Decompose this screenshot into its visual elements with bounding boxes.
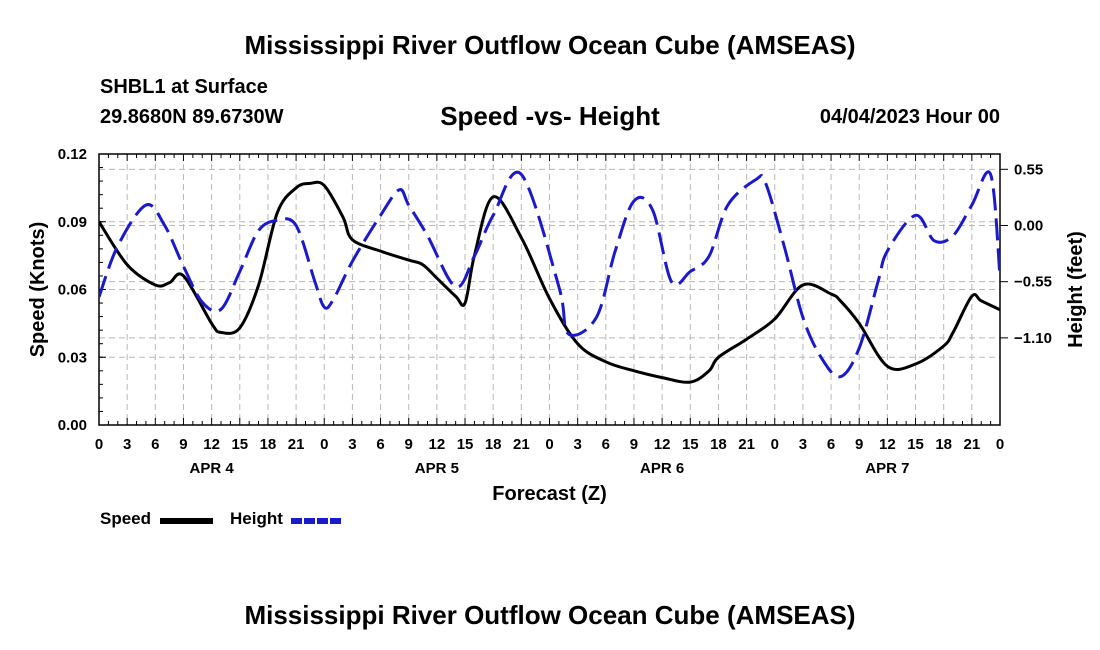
y-tick-label: 0.03 <box>58 349 87 366</box>
x-tick-label: 12 <box>879 436 896 453</box>
y2-axis-title: Height (feet) <box>1065 231 1087 348</box>
y-axis-title: Speed (Knots) <box>27 222 49 358</box>
x-tick-label: 15 <box>231 436 248 453</box>
x-tick-label: 21 <box>288 436 305 453</box>
x-tick-label: 6 <box>827 436 835 453</box>
x-tick-label: 9 <box>855 436 863 453</box>
x-tick-label: 18 <box>260 436 277 453</box>
x-tick-label: 18 <box>710 436 727 453</box>
x-tick-label: 12 <box>429 436 446 453</box>
station-label: SHBL1 at Surface <box>100 76 268 98</box>
station-coordinates: 29.8680N 89.6730W <box>100 106 284 128</box>
y2-tick-label: −1.10 <box>1014 330 1052 347</box>
x-tick-label: 0 <box>996 436 1004 453</box>
x-tick-label: 18 <box>935 436 952 453</box>
x-tick-label: 0 <box>545 436 553 453</box>
x-tick-label: 12 <box>654 436 671 453</box>
x-axis-title: Forecast (Z) <box>492 483 606 505</box>
x-tick-label: 6 <box>602 436 610 453</box>
x-tick-label: 3 <box>799 436 807 453</box>
y-tick-label: 0.00 <box>58 417 87 434</box>
chart-subtitle: Speed -vs- Height <box>440 101 660 131</box>
x-day-label: APR 7 <box>865 460 909 477</box>
legend-height-label: Height <box>230 509 283 528</box>
y2-tick-label: 0.55 <box>1014 161 1043 178</box>
y-tick-label: 0.06 <box>58 282 87 299</box>
legend-height-swatch <box>291 518 343 524</box>
x-tick-label: 3 <box>123 436 131 453</box>
x-tick-label: 9 <box>630 436 638 453</box>
y-tick-label: 0.09 <box>58 214 87 231</box>
x-tick-label: 3 <box>573 436 581 453</box>
x-tick-label: 21 <box>964 436 981 453</box>
series-line-speed <box>99 180 1000 384</box>
x-tick-label: 15 <box>457 436 474 453</box>
axis-labels: 0 3 6 9 12 15 18 21 0 3 6 9 12 15 18 21 0 3 6 9 12 15 18 21 0 3 6 9… <box>27 146 1087 505</box>
legend-speed-swatch <box>160 518 213 524</box>
chart-title: Mississippi River Outflow Ocean Cube (AM… <box>244 30 856 60</box>
y2-tick-label: −0.55 <box>1014 274 1052 291</box>
x-tick-label: 9 <box>405 436 413 453</box>
y2-tick-label: 0.00 <box>1014 218 1043 235</box>
x-tick-label: 6 <box>376 436 384 453</box>
x-tick-label: 0 <box>771 436 779 453</box>
y-tick-label: 0.12 <box>58 146 87 163</box>
x-tick-label: 15 <box>907 436 924 453</box>
plot-series <box>99 170 1000 384</box>
x-tick-label: 21 <box>513 436 530 453</box>
x-tick-label: 21 <box>738 436 755 453</box>
x-tick-label: 15 <box>682 436 699 453</box>
x-day-label: APR 6 <box>640 460 684 477</box>
x-tick-label: 9 <box>179 436 187 453</box>
axes <box>98 153 1008 426</box>
chart: 0 3 6 9 12 15 18 21 0 3 6 9 12 15 18 21 0 3 6 9 12 15 18 21 0 3 6 9… <box>27 146 1087 505</box>
grid-lines <box>99 154 1000 425</box>
legend-speed-label: Speed <box>100 509 152 528</box>
footer-title: Mississippi River Outflow Ocean Cube (AM… <box>244 600 856 630</box>
forecast-datetime: 04/04/2023 Hour 00 <box>819 106 1000 128</box>
x-tick-label: 0 <box>95 436 103 453</box>
x-day-label: APR 4 <box>190 460 235 477</box>
x-tick-label: 12 <box>203 436 220 453</box>
x-tick-label: 3 <box>348 436 356 453</box>
x-day-label: APR 5 <box>415 460 459 477</box>
x-tick-label: 0 <box>320 436 328 453</box>
x-tick-label: 18 <box>485 436 502 453</box>
x-tick-label: 6 <box>151 436 159 453</box>
